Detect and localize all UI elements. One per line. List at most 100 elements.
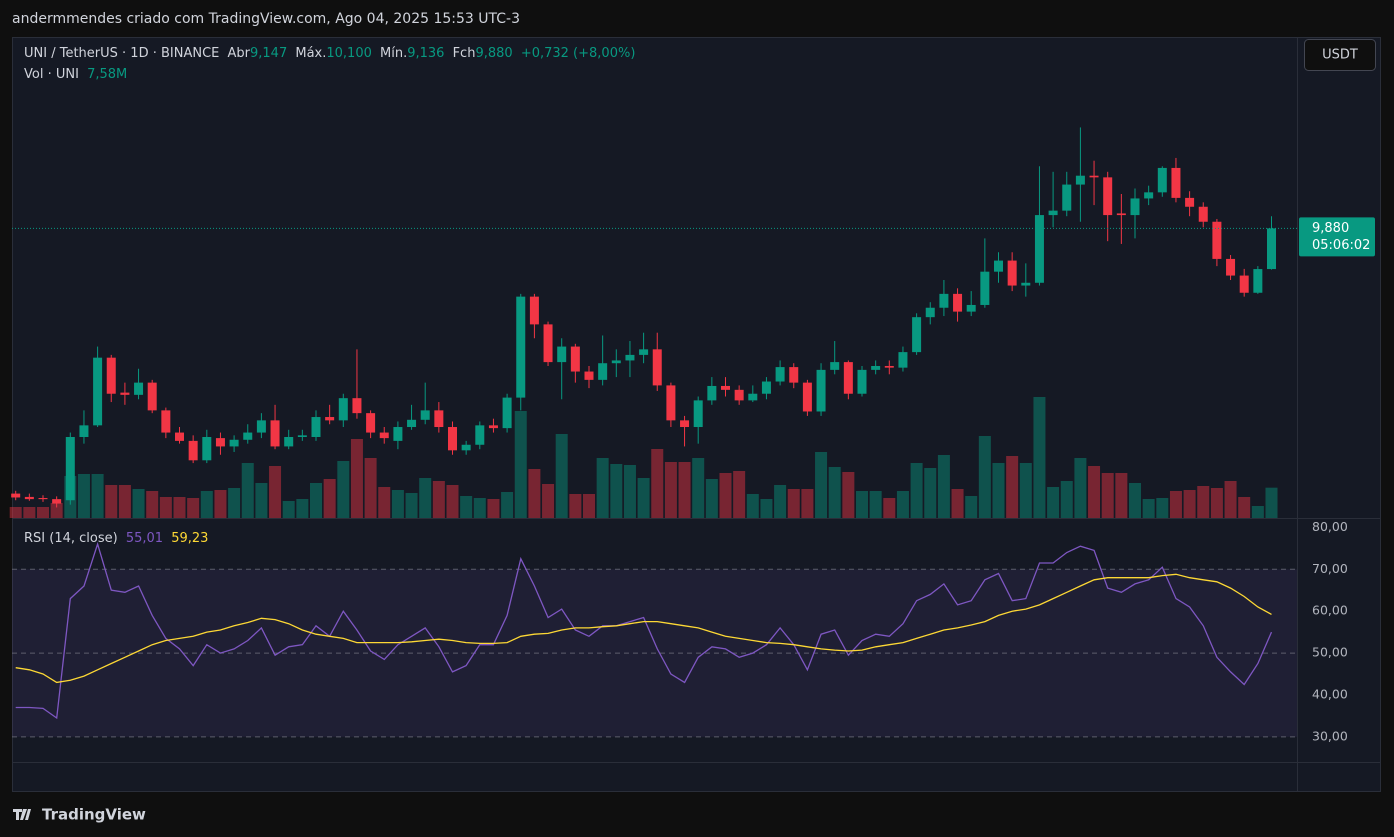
- volume-bar: [91, 474, 104, 518]
- candle-body: [420, 410, 430, 420]
- volume-bar: [323, 479, 336, 518]
- candle-body: [775, 367, 785, 382]
- open-label: Abr: [228, 46, 251, 61]
- candle-body: [175, 432, 184, 441]
- volume-bar: [118, 485, 131, 518]
- volume-bar: [50, 503, 63, 518]
- volume-bar: [542, 484, 555, 518]
- candle-body: [1198, 206, 1208, 222]
- symbol-legend: UNI / TetherUS · 1D · BINANCE Abr9,147 M…: [24, 46, 635, 61]
- candle-body: [311, 417, 321, 438]
- volume-bar: [801, 489, 814, 518]
- candle-body: [488, 425, 498, 429]
- candle-body: [79, 425, 89, 438]
- candle-body: [1130, 198, 1140, 216]
- volume-bar: [487, 499, 500, 518]
- volume-bar: [569, 494, 582, 518]
- candle-body: [898, 352, 908, 368]
- volume-bar: [828, 467, 841, 518]
- volume-bar: [391, 490, 404, 518]
- candle-body: [707, 385, 717, 401]
- candle-body: [366, 413, 376, 433]
- rsi-ma-value: 59,23: [171, 531, 208, 546]
- volume-bar: [1088, 466, 1101, 518]
- currency-button[interactable]: [1304, 39, 1376, 71]
- candle-body: [830, 362, 840, 370]
- volume-bar: [965, 496, 978, 518]
- volume-bar: [1183, 490, 1196, 518]
- rsi-value: 55,01: [126, 531, 163, 546]
- volume-bar: [678, 462, 691, 518]
- volume-bar: [255, 483, 268, 518]
- candle-body: [106, 357, 116, 394]
- volume-bar: [432, 481, 445, 518]
- volume-bar: [555, 434, 568, 518]
- volume-bar: [1047, 487, 1060, 518]
- volume-bar: [419, 478, 432, 518]
- candle-body: [625, 354, 635, 361]
- volume-bar: [651, 449, 664, 518]
- volume-bar: [241, 463, 254, 518]
- volume-bar: [1129, 483, 1141, 518]
- candle-body: [748, 393, 758, 401]
- candle-body: [925, 307, 935, 318]
- volume-bar: [473, 498, 486, 518]
- candle-body: [1239, 275, 1249, 293]
- y-tick-label: 80,00: [1312, 519, 1348, 534]
- volume-bar: [583, 494, 595, 518]
- candle-body: [215, 438, 225, 447]
- candle-body: [352, 398, 362, 414]
- candle-body: [693, 400, 703, 428]
- candle-body: [11, 493, 21, 498]
- candle-body: [1253, 269, 1263, 293]
- rsi-line: [15, 573, 1272, 684]
- volume-bar: [692, 458, 705, 518]
- candle-body: [1212, 221, 1222, 259]
- volume-bar: [1006, 456, 1019, 518]
- volume-bar: [842, 472, 855, 518]
- candle-body: [543, 324, 553, 363]
- candle-body: [1267, 228, 1276, 270]
- attribution: andermmendes criado com TradingView.com,…: [12, 11, 520, 27]
- volume-bar: [1142, 499, 1155, 518]
- currency-label[interactable]: USDT: [1322, 48, 1358, 63]
- candle-body: [1144, 192, 1154, 199]
- y-tick-label: 30,00: [1312, 728, 1348, 743]
- volume-bar: [746, 494, 759, 518]
- candle-body: [1062, 184, 1072, 211]
- volume-bar: [733, 471, 746, 518]
- volume-bar: [1019, 463, 1032, 518]
- volume-bar: [514, 411, 527, 518]
- candle-body: [24, 496, 34, 500]
- countdown-label: 05:06:02: [1312, 238, 1370, 253]
- volume-bar: [446, 485, 459, 518]
- volume-bar: [460, 496, 473, 518]
- low-label: Mín.: [380, 46, 407, 61]
- volume-bar: [282, 501, 295, 518]
- y-tick-label: 60,00: [1312, 603, 1348, 618]
- y-tick-label: 40,00: [1312, 686, 1348, 701]
- logo: TradingView: [13, 806, 146, 824]
- candle-body: [912, 317, 922, 353]
- candle-body: [789, 367, 799, 383]
- volume-bar: [1265, 487, 1278, 518]
- volume-bar: [228, 488, 241, 518]
- volume-bar: [815, 452, 828, 518]
- volume-bar: [637, 478, 650, 518]
- volume-bar: [623, 465, 636, 518]
- candle-body: [161, 410, 171, 433]
- candle-body: [338, 398, 348, 421]
- candle-body: [134, 382, 144, 395]
- volume-bar: [296, 499, 309, 518]
- candle-body: [516, 296, 526, 398]
- candle-body: [475, 425, 485, 445]
- change-value: +0,732 (+8,00%): [521, 46, 636, 61]
- volume-bar: [1033, 397, 1046, 518]
- volume-bar: [924, 468, 937, 518]
- candle-body: [816, 369, 826, 412]
- candle-body: [297, 435, 307, 438]
- volume-bar: [937, 455, 950, 518]
- volume-bar: [1115, 473, 1128, 518]
- volume-label: Vol · UNI: [24, 67, 79, 82]
- candle-body: [1075, 175, 1085, 185]
